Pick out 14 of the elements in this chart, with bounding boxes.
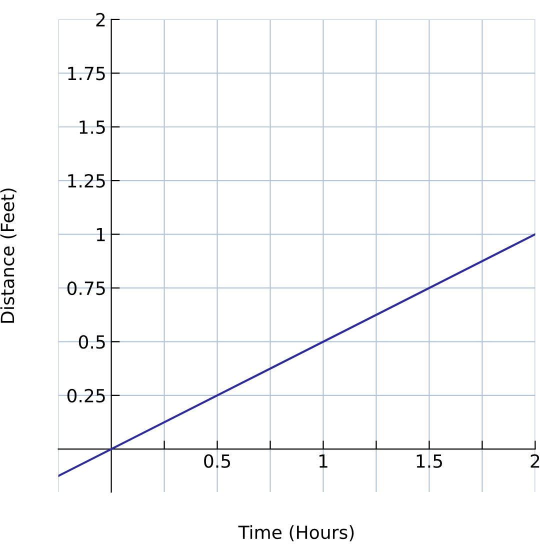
y-tick-label: 1.75 [68,66,105,80]
y-tick-label: 1.5 [80,120,105,134]
x-tick-label: 2 [530,454,540,468]
y-tick-label: 1.25 [68,174,105,188]
y-tick-label: 0.5 [78,335,105,349]
x-tick-label: 1.5 [416,454,442,468]
x-tick-label: 1 [319,454,328,468]
y-tick-label: 1 [96,228,105,242]
y-axis-title: Distance (Feet) [0,188,16,323]
x-axis-title: Time (Hours) [238,525,354,542]
y-tick-label: 2 [96,12,105,26]
y-tick-label: 0.75 [67,281,105,296]
x-tick-label: 0.5 [204,454,230,468]
y-tick-label: 0.25 [67,388,105,403]
